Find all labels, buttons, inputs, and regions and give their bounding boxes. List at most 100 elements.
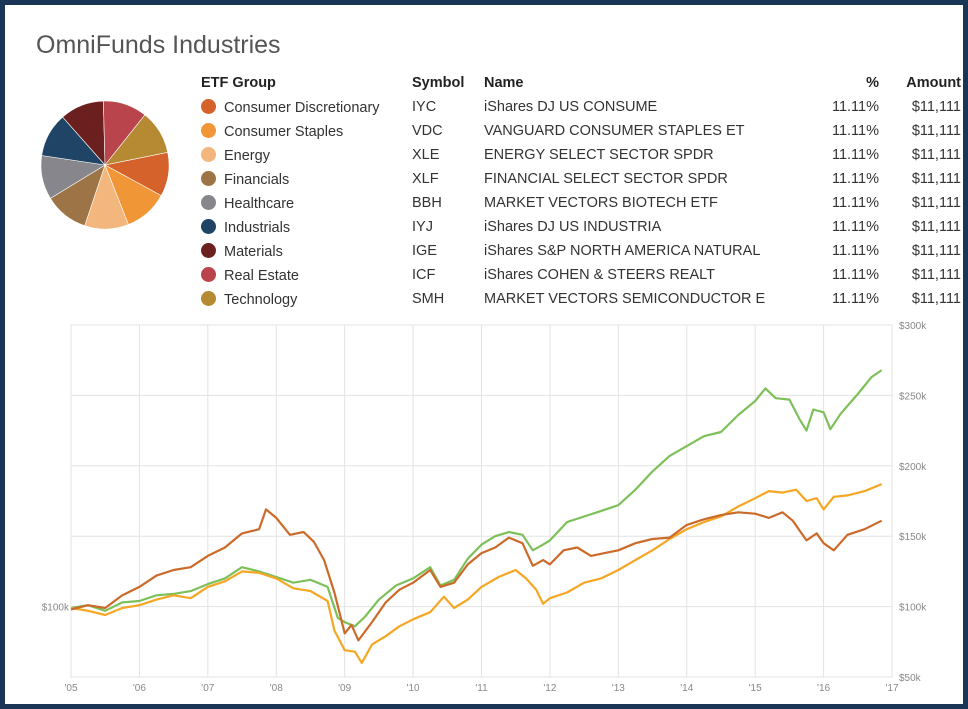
symbol-cell: XLF: [412, 171, 439, 187]
name-cell: VANGUARD CONSUMER STAPLES ET: [484, 123, 745, 139]
x-tick-label: '06: [133, 683, 146, 694]
header-etf-group: ETF Group: [201, 75, 276, 91]
x-tick-label: '10: [407, 683, 420, 694]
header-name: Name: [484, 75, 524, 91]
etf-group-label: Industrials: [224, 219, 291, 236]
etf-group-cell: Consumer Staples: [201, 119, 412, 143]
x-tick-label: '11: [475, 683, 488, 694]
legend-dot-icon: [201, 122, 216, 138]
etf-group-cell: Materials: [201, 239, 412, 263]
legend-dot-icon: [201, 266, 216, 282]
header-amount: Amount: [906, 75, 961, 91]
x-tick-label: '05: [64, 683, 77, 694]
symbol-cell: IYJ: [412, 219, 433, 235]
name-cell: iShares COHEN & STEERS REALT: [484, 267, 715, 283]
x-tick-label: '15: [749, 683, 762, 694]
percent-cell: 11.11%: [831, 99, 879, 115]
etf-group-label: Real Estate: [224, 267, 299, 284]
amount-cell: $11,111: [911, 243, 961, 259]
x-tick-label: '17: [885, 683, 898, 694]
table-row[interactable]: Energy XLE ENERGY SELECT SECTOR SPDR 11.11%…: [201, 143, 961, 167]
amount-cell: $11,111: [911, 195, 961, 211]
etf-group-cell: Financials: [201, 167, 412, 191]
percent-cell: 11.11%: [831, 171, 879, 187]
y-tick-label: $250k: [899, 391, 927, 402]
table-row[interactable]: Consumer Discretionary IYC iShares DJ US C…: [201, 95, 961, 119]
header-percent: %: [866, 75, 879, 91]
name-cell: MARKET VECTORS SEMICONDUCTOR E: [484, 291, 766, 307]
table-row[interactable]: Real Estate ICF iShares COHEN & STEERS REA…: [201, 263, 961, 287]
etf-group-cell: Industrials: [201, 215, 412, 239]
legend-dot-icon: [201, 290, 216, 306]
name-cell: iShares S&P NORTH AMERICA NATURAL: [484, 243, 761, 259]
amount-cell: $11,111: [911, 123, 961, 139]
series-line: [70, 369, 883, 628]
name-cell: FINANCIAL SELECT SECTOR SPDR: [484, 171, 728, 187]
amount-cell: $11,111: [911, 291, 961, 307]
etf-group-label: Technology: [224, 291, 298, 308]
etf-group-label: Consumer Discretionary: [224, 99, 380, 116]
etf-group-label: Materials: [224, 243, 283, 260]
symbol-cell: XLE: [412, 147, 440, 163]
percent-cell: 11.11%: [831, 243, 879, 259]
amount-cell: $11,111: [911, 147, 961, 163]
percent-cell: 11.11%: [831, 123, 879, 139]
x-tick-label: '07: [201, 683, 214, 694]
legend-dot-icon: [201, 194, 216, 210]
percent-cell: 11.11%: [831, 291, 879, 307]
percent-cell: 11.11%: [831, 267, 879, 283]
table-row[interactable]: Technology SMH MARKET VECTORS SEMICONDUCTO…: [201, 287, 961, 311]
x-tick-label: '13: [612, 683, 625, 694]
etf-group-label: Energy: [224, 147, 270, 164]
page-title: OmniFunds Industries: [36, 31, 281, 59]
amount-cell: $11,111: [911, 171, 961, 187]
amount-cell: $11,111: [911, 267, 961, 283]
x-tick-label: '12: [543, 683, 556, 694]
x-tick-label: '16: [817, 683, 830, 694]
name-cell: ENERGY SELECT SECTOR SPDR: [484, 147, 714, 163]
legend-dot-icon: [201, 98, 216, 114]
series-line: [70, 508, 883, 642]
name-cell: iShares DJ US INDUSTRIA: [484, 219, 662, 235]
etf-group-label: Consumer Staples: [224, 123, 344, 140]
legend-dot-icon: [201, 146, 216, 162]
table-row[interactable]: Consumer Staples VDC VANGUARD CONSUMER STA…: [201, 119, 961, 143]
percent-cell: 11.11%: [831, 219, 879, 235]
y-tick-label: $200k: [899, 462, 927, 473]
series-line: [70, 483, 883, 664]
x-tick-label: '14: [680, 683, 693, 694]
symbol-cell: BBH: [412, 195, 442, 211]
symbol-cell: VDC: [412, 123, 443, 139]
name-cell: iShares DJ US CONSUME: [484, 99, 658, 115]
etf-group-cell: Healthcare: [201, 191, 412, 215]
x-tick-label: '09: [338, 683, 351, 694]
symbol-cell: IYC: [412, 99, 437, 115]
name-cell: MARKET VECTORS BIOTECH ETF: [484, 195, 718, 211]
amount-cell: $11,111: [911, 99, 961, 115]
table-row[interactable]: Healthcare BBH MARKET VECTORS BIOTECH ETF 1…: [201, 191, 961, 215]
amount-cell: $11,111: [911, 219, 961, 235]
legend-dot-icon: [201, 242, 216, 258]
symbol-cell: IGE: [412, 243, 437, 259]
etf-table-header: ETF Group Symbol Name % Amount: [201, 71, 961, 95]
etf-group-cell: Technology: [201, 287, 412, 311]
etf-group-cell: Real Estate: [201, 263, 412, 287]
percent-cell: 11.11%: [831, 195, 879, 211]
table-row[interactable]: Financials XLF FINANCIAL SELECT SECTOR SPD…: [201, 167, 961, 191]
x-tick-label: '08: [270, 683, 283, 694]
etf-group-label: Financials: [224, 171, 290, 188]
etf-group-cell: Consumer Discretionary: [201, 95, 412, 119]
etf-group-label: Healthcare: [224, 195, 295, 212]
etf-group-cell: Energy: [201, 143, 412, 167]
y-tick-label: $50k: [899, 673, 922, 684]
header-symbol: Symbol: [412, 75, 465, 91]
table-row[interactable]: Materials IGE iShares S&P NORTH AMERICA NA…: [201, 239, 961, 263]
allocation-pie-chart: [40, 100, 170, 230]
pie-slice: [104, 114, 169, 166]
table-row[interactable]: Industrials IYJ iShares DJ US INDUSTRIA 11.…: [201, 215, 961, 239]
legend-dot-icon: [201, 170, 216, 186]
y-tick-label: $300k: [899, 321, 927, 332]
symbol-cell: ICF: [412, 267, 436, 283]
etf-table: ETF Group Symbol Name % Amount Consumer …: [201, 71, 961, 311]
